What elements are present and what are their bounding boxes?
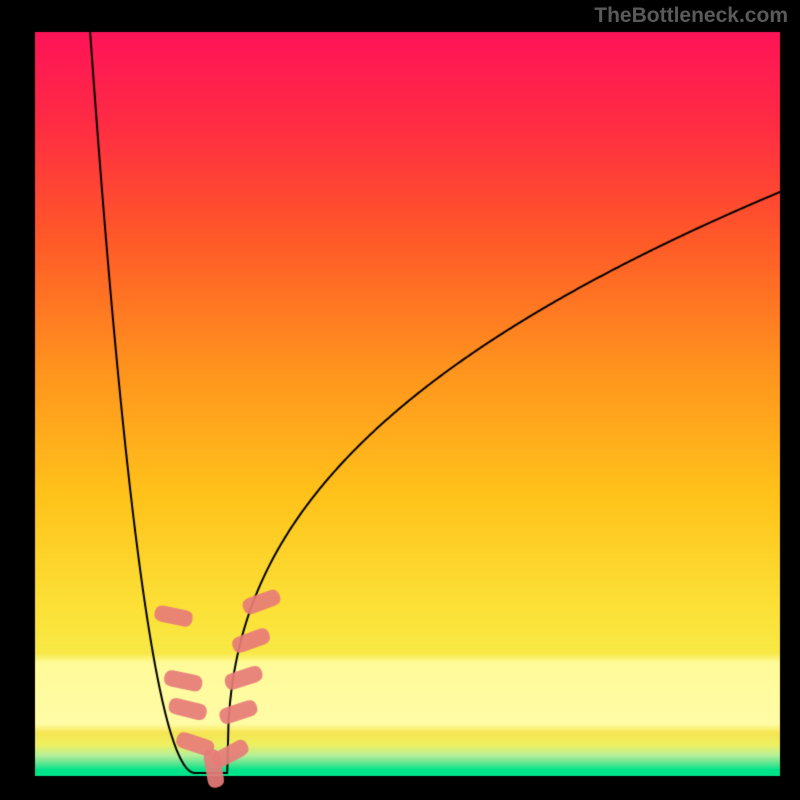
curve-markers bbox=[0, 0, 800, 800]
chart-stage: TheBottleneck.com bbox=[0, 0, 800, 800]
watermark-text: TheBottleneck.com bbox=[594, 4, 788, 28]
